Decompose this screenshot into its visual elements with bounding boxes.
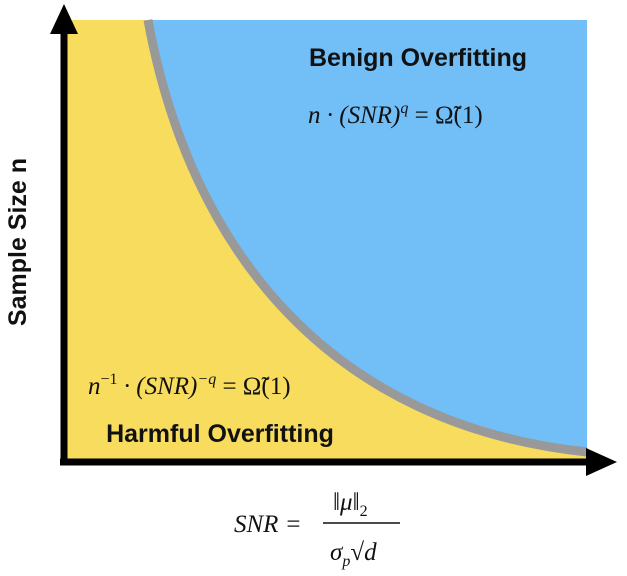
formula-part: σ [330,539,344,566]
snr-lhs: SNR = [234,511,302,538]
formula-exponent: −q [197,371,216,388]
formula-part: ‖μ‖ [333,489,360,516]
formula-part: · (SNR) [118,373,198,400]
harmful-condition: n−1 · (SNR)−q = Ω̃(1) [88,371,291,400]
benign-region [148,20,587,452]
y-axis-label: Sample Size n [4,158,32,326]
x-axis-arrow [586,448,617,476]
formula-exponent: q [400,100,408,117]
benign-label: Benign Overfitting [309,44,527,72]
snr-numerator: ‖μ‖2 [333,489,368,520]
y-axis-arrow [50,4,78,34]
snr-denominator: σp√d [330,539,377,570]
formula-part: n [88,373,101,400]
formula-part: √d [350,539,377,566]
formula-part: n · (SNR) [308,102,400,129]
formula-subscript: p [341,553,350,570]
harmful-label: Harmful Overfitting [106,420,334,448]
benign-condition: n · (SNR)q = Ω̃(1) [308,100,483,129]
formula-exponent: −1 [101,371,118,388]
formula-part: = Ω̃(1) [216,373,290,400]
formula-subscript: 2 [360,503,368,520]
formula-part: = Ω̃(1) [408,102,482,129]
boundary-curve [143,19,588,457]
